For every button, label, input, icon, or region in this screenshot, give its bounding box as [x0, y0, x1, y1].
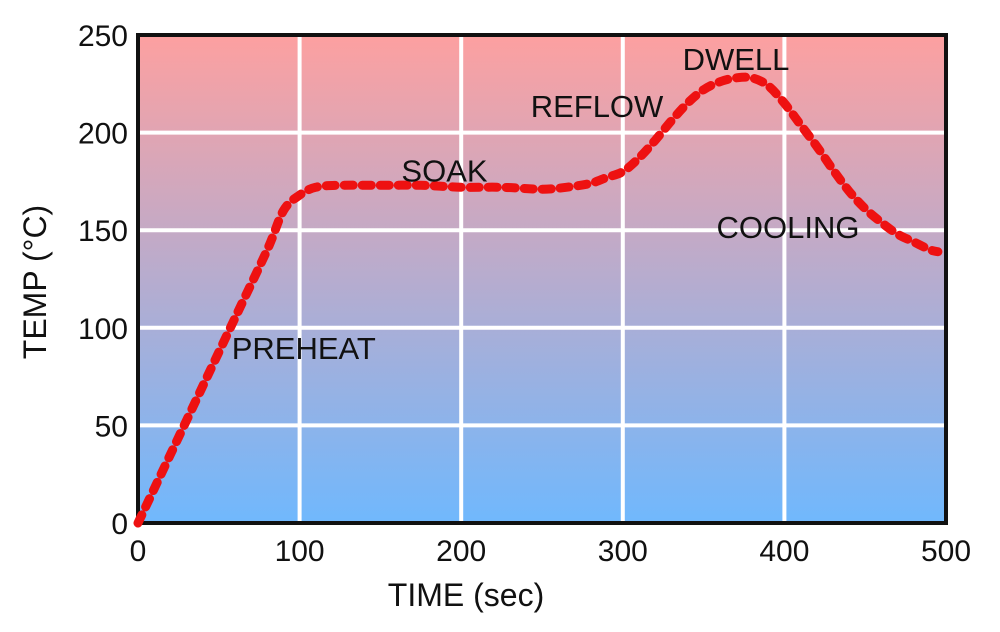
y-tick-label: 200 — [78, 118, 128, 151]
plot-background — [138, 35, 946, 523]
x-tick-label: 0 — [130, 535, 147, 568]
x-tick-labels: 0 100 200 300 400 500 — [130, 535, 971, 568]
phase-label-reflow: REFLOW — [531, 89, 664, 124]
y-tick-label: 50 — [95, 410, 128, 443]
phase-label-preheat: PREHEAT — [232, 331, 376, 366]
phase-label-cooling: COOLING — [717, 210, 860, 245]
y-tick-label: 0 — [111, 508, 128, 541]
y-tick-label: 100 — [78, 313, 128, 346]
x-tick-label: 100 — [275, 535, 325, 568]
x-tick-label: 500 — [921, 535, 971, 568]
y-axis-label: TEMP (°C) — [17, 205, 53, 359]
x-tick-label: 200 — [436, 535, 486, 568]
temperature-profile-line — [133, 72, 943, 528]
x-axis-label: TIME (sec) — [388, 577, 544, 613]
y-tick-label: 150 — [78, 215, 128, 248]
y-tick-labels: 0 50 100 150 200 250 — [78, 20, 128, 541]
plot-frame — [136, 33, 948, 525]
phase-label-soak: SOAK — [401, 153, 487, 188]
x-tick-label: 300 — [598, 535, 648, 568]
phase-label-dwell: DWELL — [683, 42, 790, 77]
y-tick-label: 250 — [78, 20, 128, 53]
grid-lines — [138, 35, 946, 523]
phase-annotations: PREHEAT SOAK REFLOW DWELL COOLING — [232, 42, 860, 366]
x-tick-label: 400 — [759, 535, 809, 568]
